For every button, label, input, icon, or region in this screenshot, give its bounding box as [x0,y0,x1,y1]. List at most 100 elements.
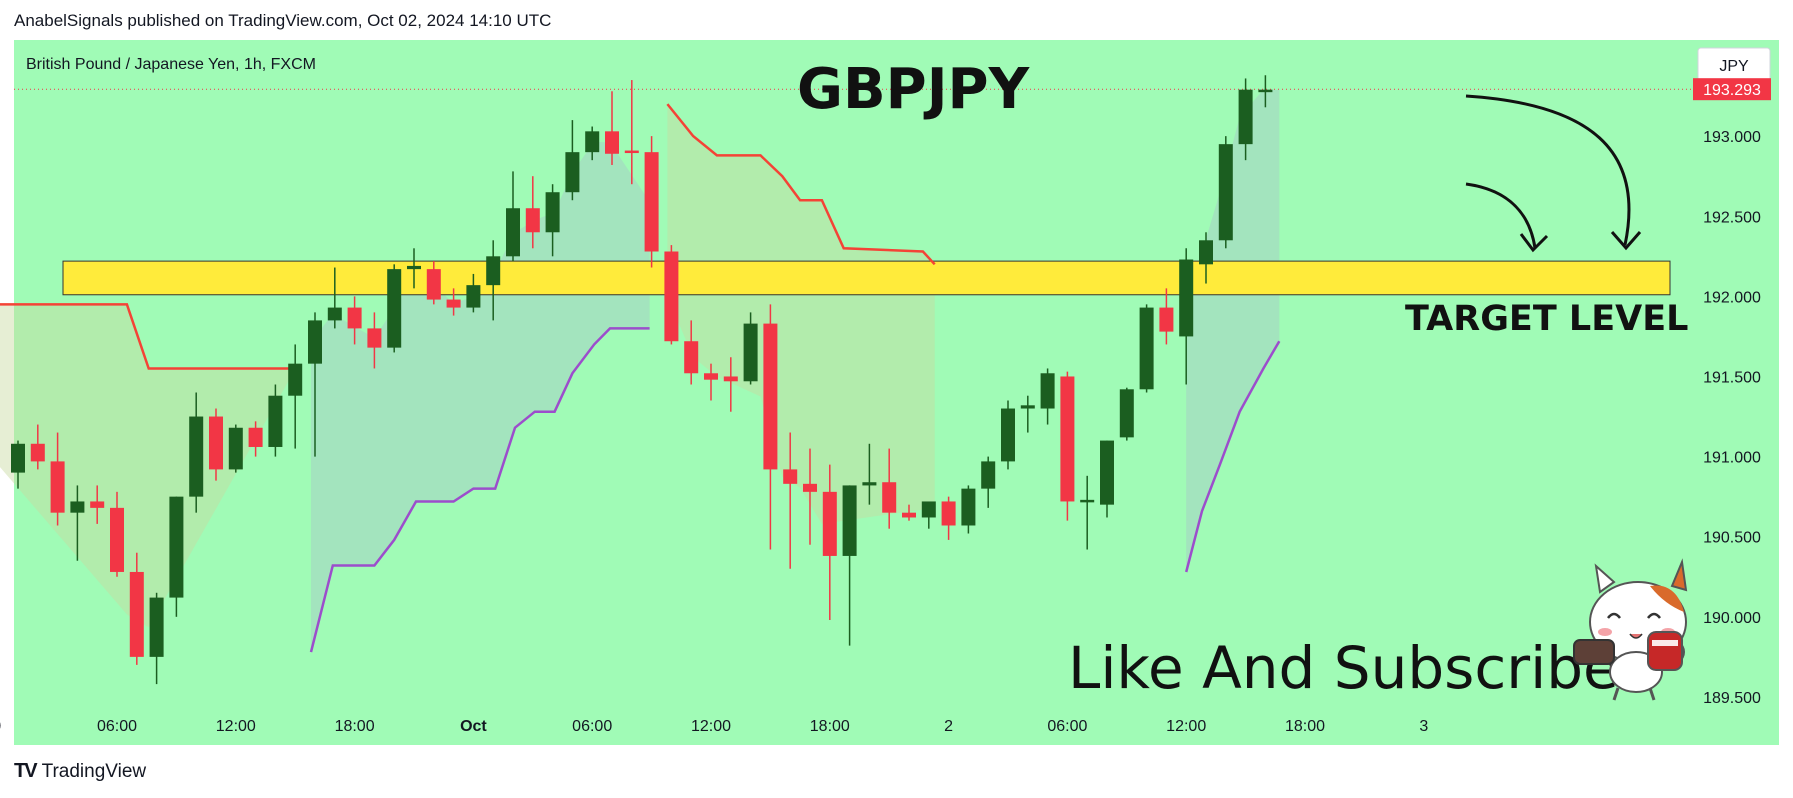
candle [605,91,619,165]
candle-body [248,427,263,447]
x-tick-label: Oct [460,718,487,735]
y-tick-label: 192.500 [1703,209,1761,226]
candle [248,421,263,457]
y-tick-label: 191.500 [1703,369,1761,386]
candle [149,592,164,685]
candle [882,448,897,529]
candle-body [1020,405,1035,409]
candle-body [189,416,204,497]
candle-body [129,571,144,657]
chart-background [14,40,1779,745]
y-tick-label: 190.500 [1703,530,1761,547]
candle [367,312,382,369]
candle [1159,288,1174,345]
candle-body [30,443,45,462]
candle-body [1179,259,1194,337]
candle-body [1001,408,1015,462]
candle-body [882,482,897,513]
x-tick-label: 2 [944,718,953,735]
candle [941,496,956,540]
candle-body [1258,89,1273,93]
candle-body [921,501,936,518]
candle-body [822,491,837,556]
candle [189,392,204,513]
candle [268,384,283,457]
x-tick-label: 12:00 [216,718,256,735]
candle-body [902,512,916,518]
candle [1119,387,1134,441]
x-tick-label: 18:00 [1285,718,1325,735]
y-tick-label: 190.000 [1703,610,1761,627]
candle-body [407,265,421,270]
candle [644,136,659,268]
candle [822,464,837,621]
candle [387,264,402,353]
candle-body [11,443,25,473]
arrow-long [1465,94,1642,251]
tradingview-brand-label: TradingView [41,760,147,782]
candle-body [169,496,184,598]
currency-label: JPY [1719,58,1749,75]
candle [466,273,481,313]
candle-body [1139,307,1154,390]
candle [1020,395,1035,433]
target-level-label: TARGET LEVEL [1405,299,1688,339]
candle [308,312,322,457]
x-tick-label: 18:00 [335,718,375,735]
candle [545,184,560,257]
publish-info: AnabelSignals published on TradingView.c… [14,11,552,30]
y-tick-label: 192.000 [1703,289,1761,306]
x-tick-label: 18:00 [810,718,850,735]
tradingview-brand[interactable]: TV TradingView [14,760,146,783]
candle [763,304,778,550]
last-price-label: 193.293 [1703,82,1761,99]
candle [70,485,85,561]
candle-body [644,152,659,252]
candle [783,432,798,569]
candle [981,456,996,508]
candle-body [803,483,817,492]
candle [50,432,65,526]
candle-body [327,307,342,321]
candle-body [1080,499,1095,503]
last-price-tag: 193.293 [1693,78,1771,101]
candle [1258,75,1273,108]
y-tick-label: 189.500 [1703,690,1761,707]
candle [664,245,679,345]
target-zone [62,260,1671,296]
candle-body [862,482,877,486]
candle [30,424,45,470]
upper-line-segment [0,303,290,370]
candle-body [1199,240,1213,265]
x-tick-label: 06:00 [1047,718,1087,735]
candle-body [1119,389,1134,438]
candle-body [387,269,402,348]
candle-body [308,320,322,364]
candle [585,126,600,161]
candle [228,424,243,473]
candle [1040,368,1055,425]
candle-body [961,488,976,526]
candle-body [664,251,679,342]
candle [327,267,342,329]
candle [1238,78,1253,161]
candle [129,552,144,665]
indicator-lines [0,103,1281,653]
candle-body [268,395,283,447]
candle-body [50,461,65,513]
candle-body [466,285,481,308]
upper-cloud-fill [0,304,290,628]
currency-button[interactable]: JPY [1697,47,1771,83]
candle [407,248,421,289]
candle [1218,136,1233,249]
candle [704,363,718,401]
symbol-line: British Pound / Japanese Yen, 1h, FXCM [26,56,316,73]
candle-body [209,416,223,470]
candle [525,176,540,249]
candle-body [486,256,501,286]
candle-body [110,507,124,572]
candle-body [90,501,105,508]
x-tick-label: 3 [1419,718,1428,735]
lower-line-segment [1184,340,1281,573]
